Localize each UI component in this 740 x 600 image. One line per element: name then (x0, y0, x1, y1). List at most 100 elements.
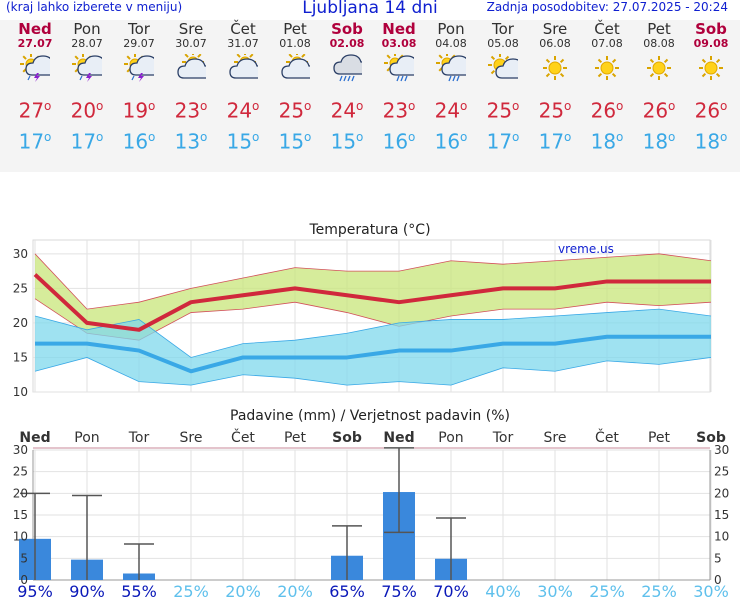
max-temperature: 23o (174, 98, 208, 123)
temperature-y-tick: 10 (13, 385, 28, 399)
location-hint[interactable]: (kraj lahko izberete v meniju) (6, 0, 183, 14)
day-column: Pon 28.07 20o 17o (61, 20, 113, 153)
precipitation-day-label: Sre (544, 430, 567, 446)
max-temperature: 26o (590, 98, 624, 123)
min-temperature: 15o (226, 129, 260, 154)
day-date: 27.07 (17, 37, 53, 50)
precipitation-day-label: Sre (180, 430, 203, 446)
min-temperature: 17o (70, 129, 104, 154)
precipitation-day-label: Pon (438, 430, 463, 446)
day-column: Tor 29.07 19o 16o (113, 20, 165, 153)
max-temperature: 25o (538, 98, 572, 123)
sun-icon (633, 54, 685, 86)
precipitation-y-tick-left: 15 (13, 508, 28, 522)
page-title: Ljubljana 14 dni (302, 0, 438, 18)
day-column: Ned 27.07 27o 17o (9, 20, 61, 153)
day-name: Čet (594, 20, 620, 38)
range-upper-edge (34, 253, 712, 310)
day-date: 05.08 (487, 37, 519, 50)
cloud-sun-icon (269, 54, 321, 86)
min-temperature: 17o (18, 129, 52, 154)
storm-sun-icon (9, 54, 61, 86)
precipitation-day-label: Čet (231, 428, 255, 446)
max-temperature: 20o (70, 98, 104, 123)
day-column: Sre 06.08 25o 17o (529, 20, 581, 153)
max-temperature: 23o (382, 98, 416, 123)
precipitation-y-tick-right: 25 (714, 465, 729, 479)
precipitation-y-tick-left: 5 (20, 551, 28, 565)
precipitation-probability: 70% (433, 582, 469, 600)
precipitation-y-tick-right: 15 (714, 508, 729, 522)
precipitation-probability: 75% (381, 582, 417, 600)
day-name: Tor (492, 20, 514, 38)
rain-sun-icon (373, 54, 425, 86)
day-column: Pon 04.08 24o 16o (425, 20, 477, 153)
day-column: Pet 08.08 26o 18o (633, 20, 685, 153)
day-column: Sre 30.07 23o 13o (165, 20, 217, 153)
day-date: 03.08 (381, 37, 417, 50)
max-temperature: 24o (330, 98, 364, 123)
precipitation-day-label: Sob (696, 430, 726, 446)
day-name: Sob (695, 20, 727, 38)
min-temperature: 16o (122, 129, 156, 154)
precipitation-y-tick-left: 10 (13, 530, 28, 544)
day-date: 31.07 (227, 37, 259, 50)
day-date: 09.08 (693, 37, 729, 50)
day-name: Ned (18, 20, 52, 38)
max-temperature: 25o (486, 98, 520, 123)
precipitation-y-tick-left: 0 (20, 573, 28, 587)
precipitation-y-tick-right: 5 (714, 551, 722, 565)
precipitation-probability: 30% (693, 582, 729, 600)
sun-icon (529, 54, 581, 86)
precipitation-y-tick-right: 20 (714, 486, 729, 500)
day-column: Čet 31.07 24o 15o (217, 20, 269, 153)
min-temperature: 15o (278, 129, 312, 154)
precipitation-day-label: Pet (648, 430, 671, 446)
precipitation-day-label: Tor (128, 430, 150, 446)
precipitation-chart-title: Padavine (mm) / Verjetnost padavin (%) (230, 408, 510, 424)
min-temperature: 16o (434, 129, 468, 154)
min-temperature: 15o (330, 129, 364, 154)
precipitation-probability: 65% (329, 582, 365, 600)
precipitation-day-label: Čet (595, 428, 619, 446)
max-temperature-line (33, 273, 711, 332)
day-name: Čet (230, 20, 256, 38)
day-date: 29.07 (123, 37, 155, 50)
day-date: 30.07 (175, 37, 207, 50)
day-date: 04.08 (435, 37, 467, 50)
day-name: Ned (382, 20, 416, 38)
precipitation-day-label: Tor (492, 430, 514, 446)
precipitation-y-tick-right: 0 (714, 573, 722, 587)
day-name: Pet (647, 20, 671, 38)
max-temperature: 27o (18, 98, 52, 123)
range-lower-edge (34, 357, 712, 386)
cloud-sun-icon (165, 54, 217, 86)
day-date: 07.08 (591, 37, 623, 50)
precipitation-day-label: Ned (383, 430, 414, 446)
precipitation-y-tick-left: 25 (13, 465, 28, 479)
temperature-chart-title: Temperatura (°C) (308, 222, 430, 238)
precipitation-day-label: Ned (19, 430, 50, 446)
day-column: Ned 03.08 23o 16o (373, 20, 425, 153)
precipitation-day-label: Pon (74, 430, 99, 446)
rain-sun-icon (425, 54, 477, 86)
storm-sun-icon (61, 54, 113, 86)
day-name: Sob (331, 20, 363, 38)
precipitation-y-tick-right: 10 (714, 530, 729, 544)
precipitation-probability: 25% (589, 582, 625, 600)
precipitation-day-label: Pet (284, 430, 307, 446)
max-temperature: 24o (226, 98, 260, 123)
day-name: Pon (73, 20, 101, 38)
cloud-sun-icon (217, 54, 269, 86)
partly-sunny-icon (477, 54, 529, 86)
day-date: 28.07 (71, 37, 103, 50)
min-temperature: 18o (642, 129, 676, 154)
min-temperature: 18o (694, 129, 728, 154)
precipitation-y-tick-left: 20 (13, 486, 28, 500)
day-column: Čet 07.08 26o 18o (581, 20, 633, 153)
temperature-y-tick: 30 (13, 247, 28, 261)
daily-forecast-strip: Ned 27.07 27o 17o Pon 28.07 20o 17o Tor 29.07 19o 1… (0, 20, 740, 172)
min-temperature: 13o (174, 129, 208, 154)
min-temperature: 17o (538, 129, 572, 154)
